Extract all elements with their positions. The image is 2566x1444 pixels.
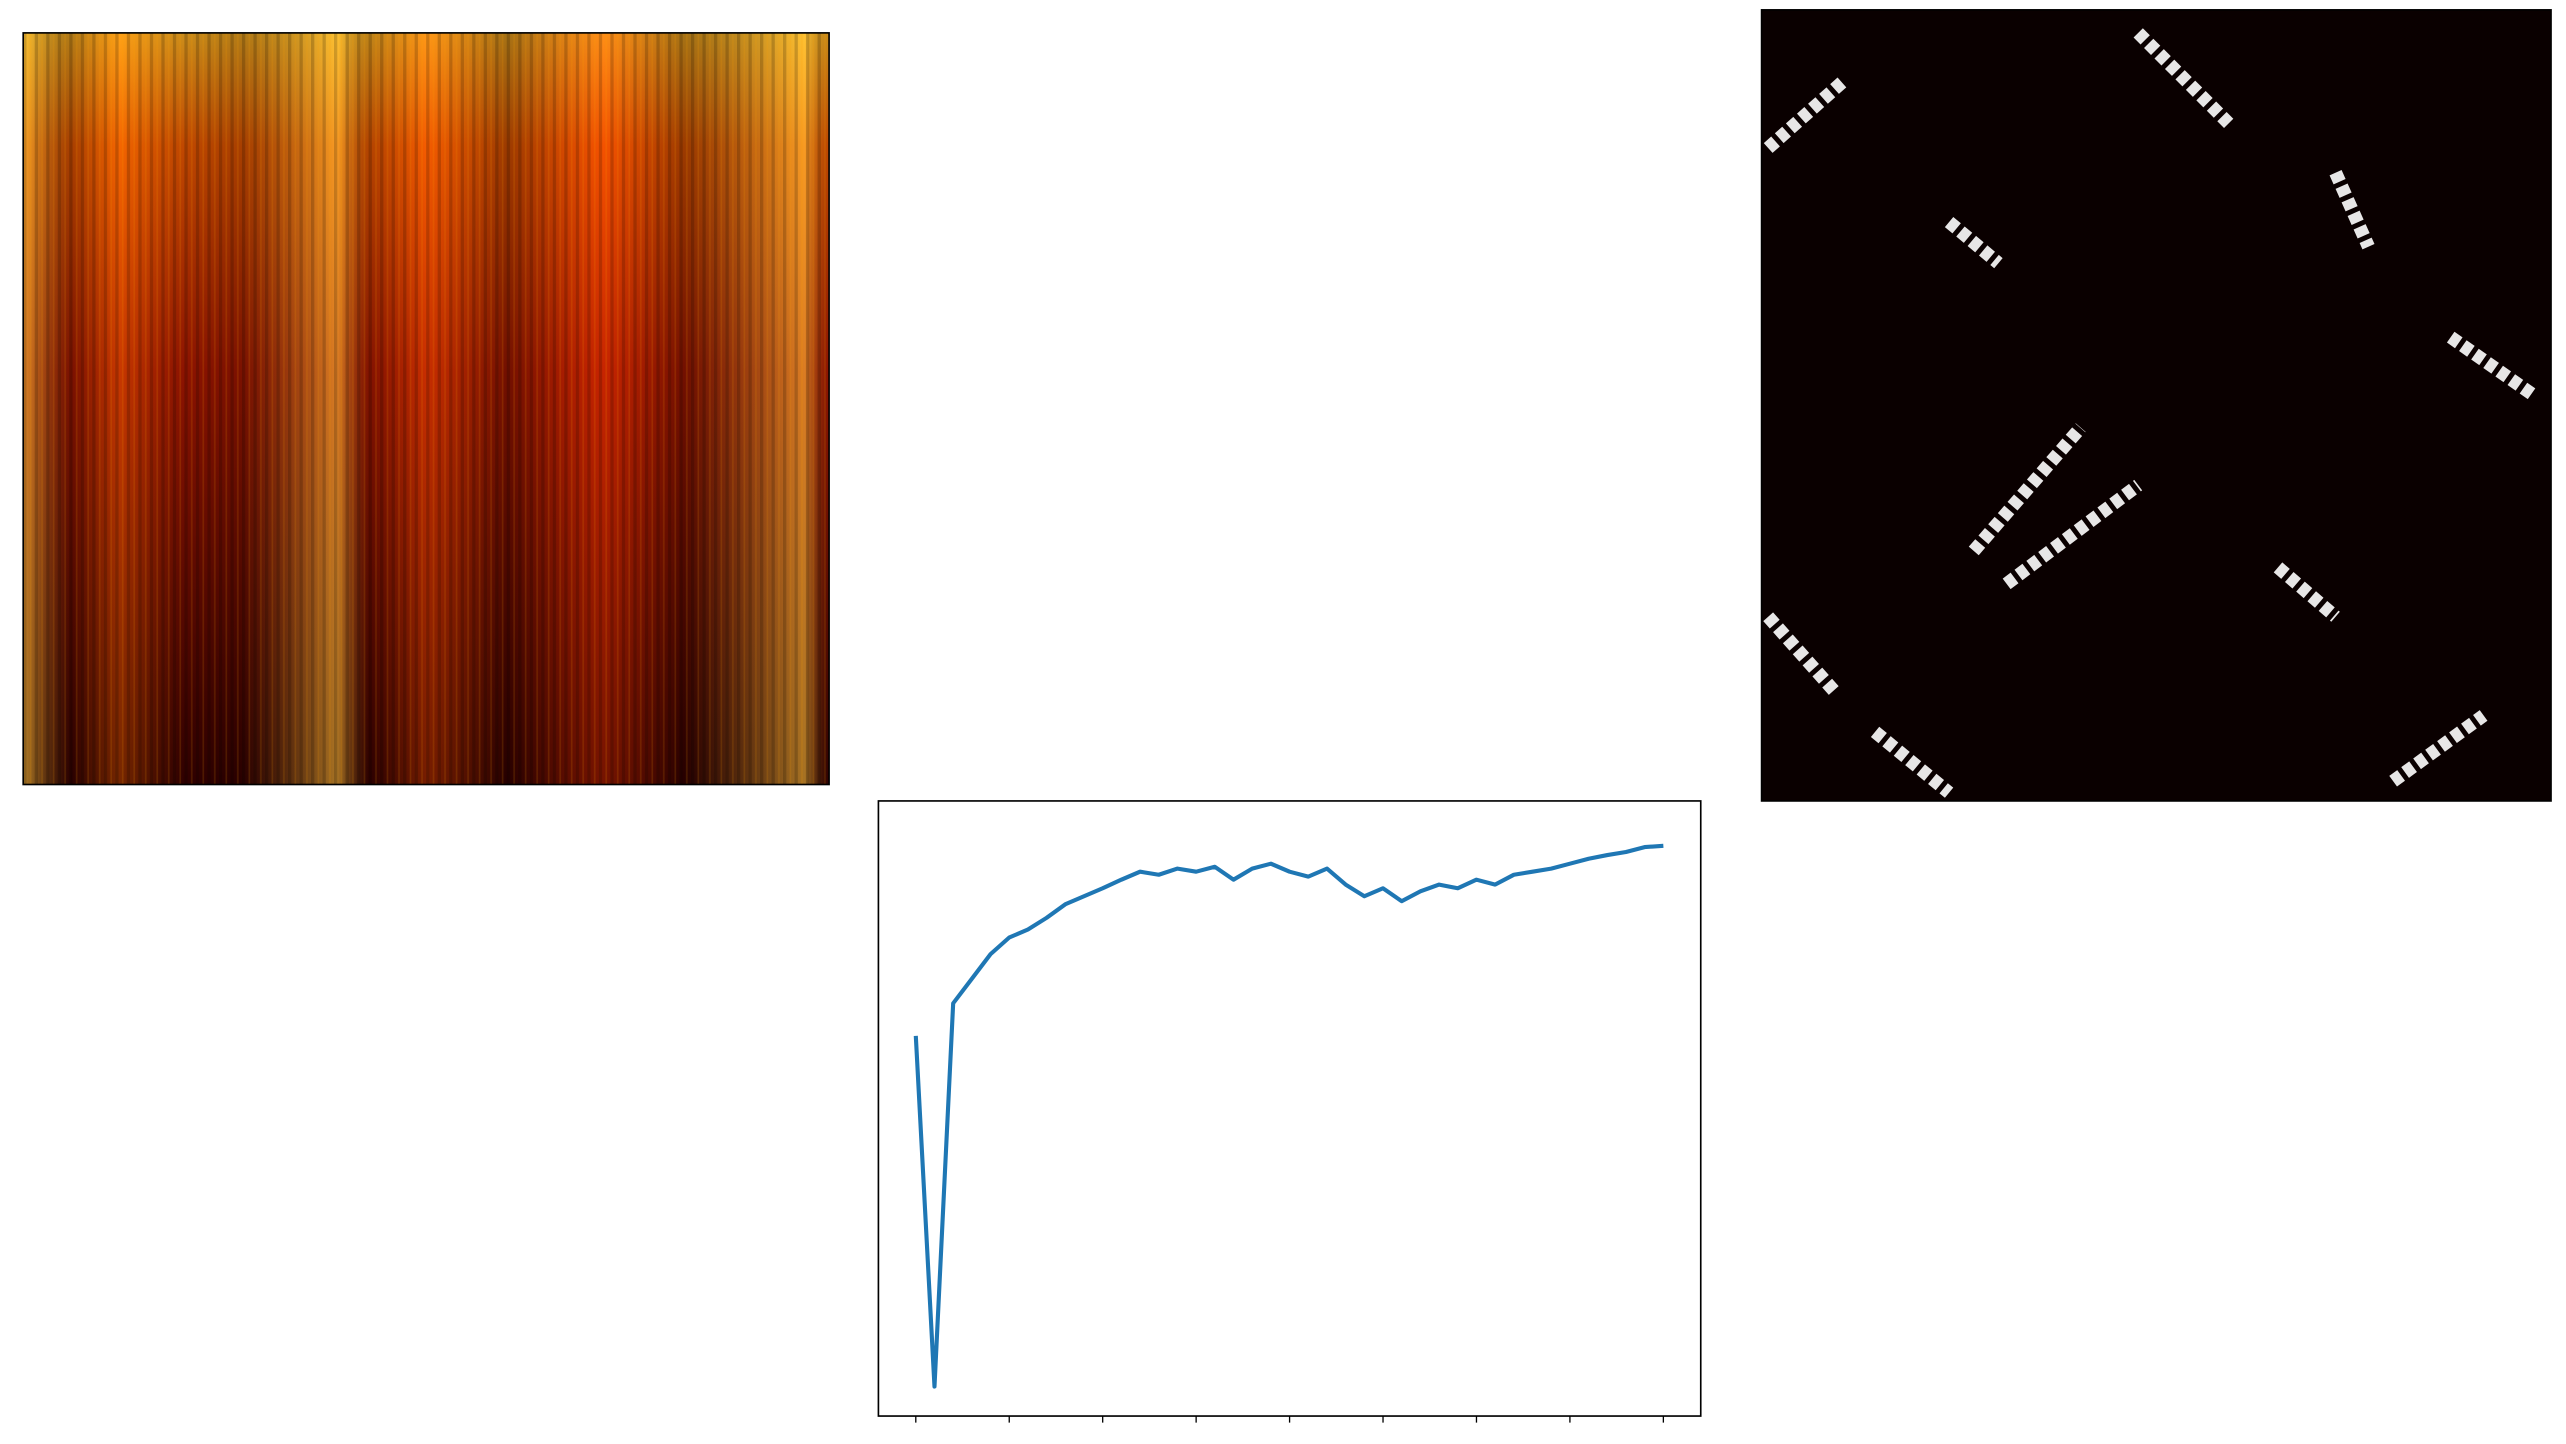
axes-frame xyxy=(1760,9,2552,802)
heatmap-image xyxy=(1761,9,2552,801)
axes-frame xyxy=(22,32,830,786)
heatmap-image xyxy=(23,32,830,785)
heatmap-features xyxy=(1763,28,2537,798)
axes-frame xyxy=(877,800,1702,1417)
line-chart xyxy=(877,800,1702,1423)
left-heatmap xyxy=(22,32,830,786)
line-series xyxy=(913,843,1664,1389)
right-heatmap xyxy=(1760,9,2552,802)
